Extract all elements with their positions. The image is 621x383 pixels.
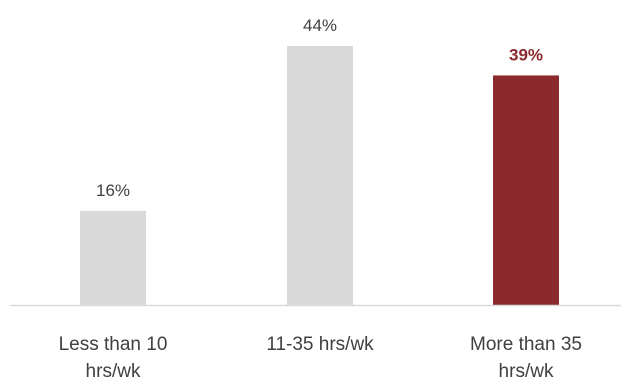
category-label-3-line-1: More than 35 [470,334,582,355]
bar-1 [80,210,146,305]
category-label-1-line-2: hrs/wk [86,361,141,382]
category-label-1-line-1: Less than 10 [59,334,168,355]
category-labels-group: Less than 10 hrs/wk 11-35 hrs/wk More than … [59,334,582,382]
category-label-3-line-2: hrs/wk [499,361,554,382]
value-labels-group: 16% 44% 39% [96,16,543,200]
data-label-3: 39% [509,45,543,64]
data-label-2: 44% [303,16,337,35]
bar-3 [493,75,559,305]
bar-2 [287,46,353,305]
category-label-2-line-1: 11-35 hrs/wk [266,334,374,355]
bars-group [80,46,559,305]
data-label-1: 16% [96,181,130,200]
